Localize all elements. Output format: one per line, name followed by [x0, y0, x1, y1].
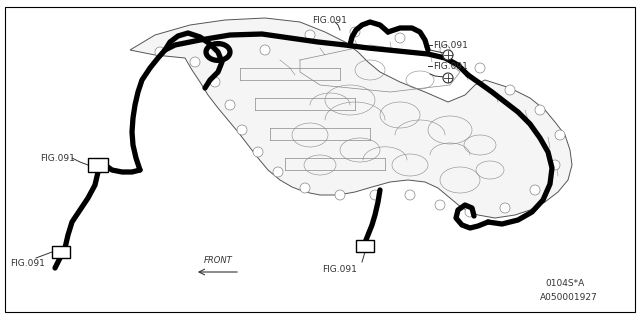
- Circle shape: [505, 85, 515, 95]
- Circle shape: [535, 105, 545, 115]
- Bar: [52, 246, 70, 258]
- Circle shape: [225, 100, 235, 110]
- Circle shape: [530, 185, 540, 195]
- Circle shape: [273, 167, 283, 177]
- Circle shape: [350, 27, 360, 37]
- Text: FIG.091: FIG.091: [312, 15, 347, 25]
- Circle shape: [550, 160, 560, 170]
- Circle shape: [440, 45, 450, 55]
- Circle shape: [335, 190, 345, 200]
- Circle shape: [475, 63, 485, 73]
- Text: FRONT: FRONT: [204, 256, 232, 265]
- Circle shape: [443, 73, 453, 83]
- Text: FIG.091: FIG.091: [433, 41, 468, 50]
- Circle shape: [210, 77, 220, 87]
- Circle shape: [370, 190, 380, 200]
- Circle shape: [237, 125, 247, 135]
- Circle shape: [465, 207, 475, 217]
- Circle shape: [555, 130, 565, 140]
- Text: FIG.091: FIG.091: [323, 266, 357, 275]
- Circle shape: [405, 190, 415, 200]
- Text: A050001927: A050001927: [540, 293, 598, 302]
- Text: FIG.091: FIG.091: [40, 154, 75, 163]
- Text: FIG.091: FIG.091: [10, 260, 45, 268]
- Circle shape: [443, 50, 453, 60]
- Circle shape: [500, 203, 510, 213]
- Text: 0104S*A: 0104S*A: [545, 279, 584, 289]
- Circle shape: [260, 45, 270, 55]
- Circle shape: [435, 200, 445, 210]
- Bar: [356, 240, 374, 252]
- Circle shape: [300, 183, 310, 193]
- Circle shape: [190, 57, 200, 67]
- Circle shape: [253, 147, 263, 157]
- Circle shape: [305, 30, 315, 40]
- Text: FIG.091: FIG.091: [433, 61, 468, 70]
- Circle shape: [395, 33, 405, 43]
- Circle shape: [155, 47, 165, 57]
- Polygon shape: [130, 18, 572, 218]
- Bar: [88, 158, 108, 172]
